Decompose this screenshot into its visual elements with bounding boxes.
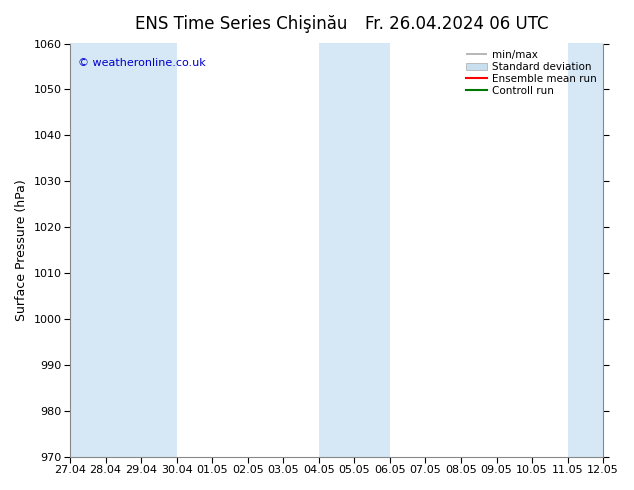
Text: © weatheronline.co.uk: © weatheronline.co.uk (78, 58, 206, 68)
Text: ENS Time Series Chişinău: ENS Time Series Chişinău (135, 15, 347, 33)
Bar (319, 44, 390, 457)
Bar (567, 44, 603, 457)
Y-axis label: Surface Pressure (hPa): Surface Pressure (hPa) (15, 179, 28, 321)
Text: Fr. 26.04.2024 06 UTC: Fr. 26.04.2024 06 UTC (365, 15, 548, 33)
Bar (70, 44, 105, 457)
Bar (105, 44, 177, 457)
Legend: min/max, Standard deviation, Ensemble mean run, Controll run: min/max, Standard deviation, Ensemble me… (463, 47, 600, 99)
